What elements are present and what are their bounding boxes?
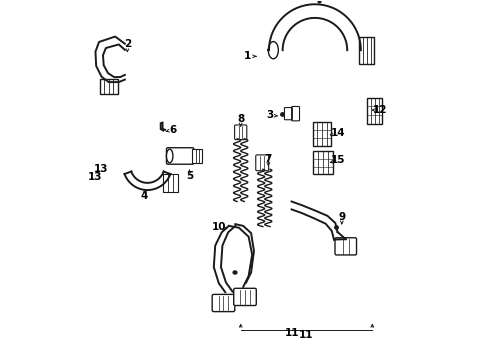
FancyBboxPatch shape: [235, 125, 247, 140]
Ellipse shape: [167, 149, 173, 163]
FancyBboxPatch shape: [335, 238, 357, 255]
Text: 8: 8: [237, 114, 245, 124]
Text: 6: 6: [169, 125, 176, 135]
Text: 12: 12: [373, 105, 388, 115]
Text: 15: 15: [331, 155, 345, 165]
Text: 9: 9: [338, 212, 345, 221]
FancyBboxPatch shape: [256, 155, 269, 171]
Text: 3: 3: [267, 111, 274, 121]
Bar: [193, 149, 202, 163]
Text: 2: 2: [124, 39, 131, 49]
Bar: [368, 98, 382, 124]
Text: 4: 4: [141, 191, 148, 201]
Text: 14: 14: [331, 129, 345, 138]
Text: 13: 13: [94, 164, 108, 174]
Bar: [313, 151, 333, 175]
Text: 13: 13: [88, 172, 102, 182]
Text: 1: 1: [244, 51, 251, 61]
FancyBboxPatch shape: [167, 148, 194, 164]
Text: 5: 5: [186, 171, 193, 181]
Bar: [100, 79, 118, 94]
FancyBboxPatch shape: [212, 294, 235, 312]
Bar: [359, 37, 374, 64]
FancyBboxPatch shape: [234, 288, 256, 306]
Text: 7: 7: [265, 154, 272, 164]
Text: 10: 10: [212, 222, 226, 231]
Bar: [313, 122, 331, 146]
Text: 11: 11: [284, 328, 299, 338]
Bar: [163, 174, 178, 192]
Text: 11: 11: [299, 330, 313, 340]
